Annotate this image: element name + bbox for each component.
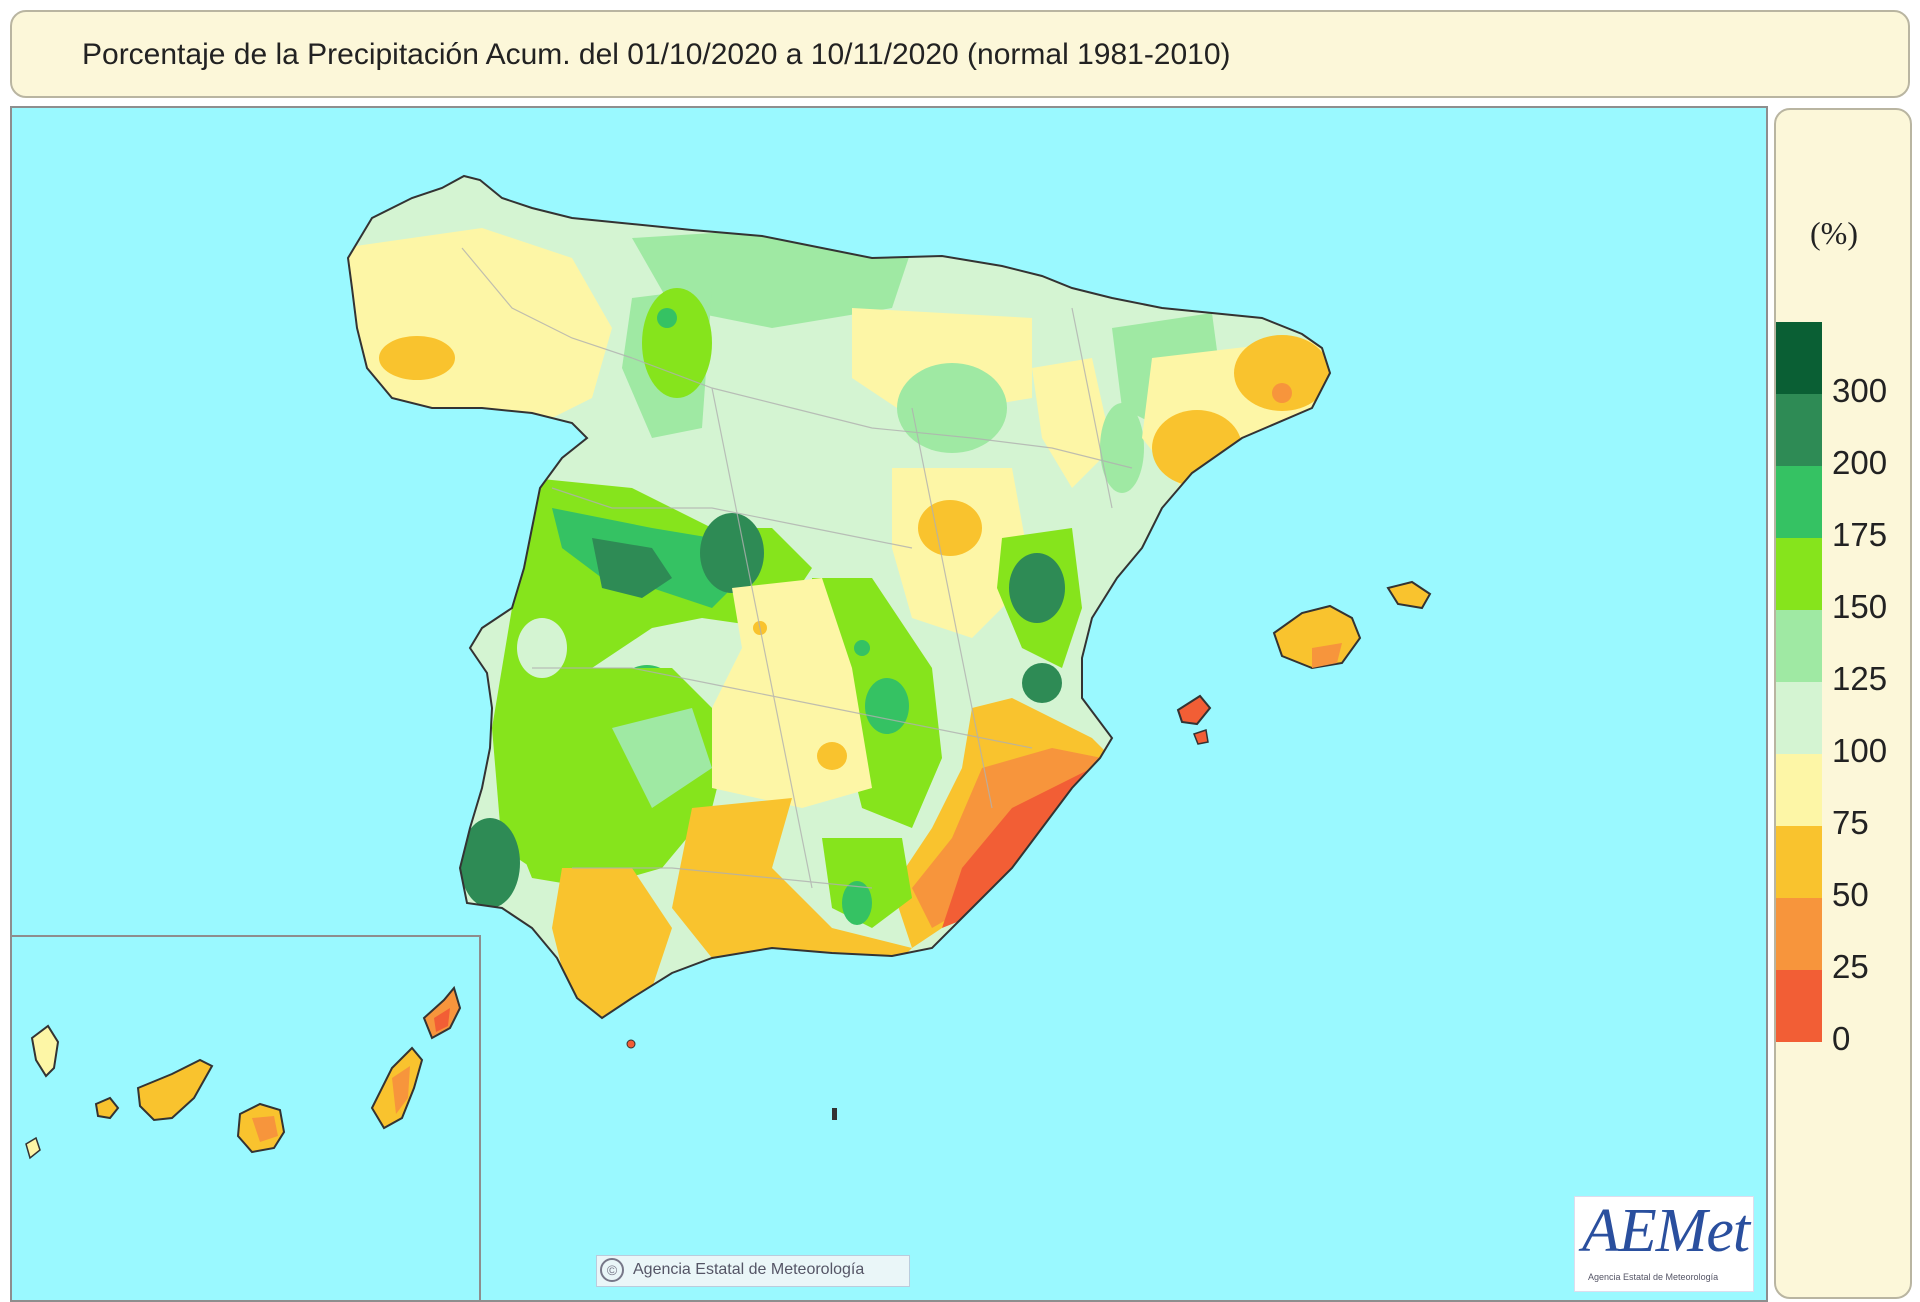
title-banner: Porcentaje de la Precipitación Acum. del… [10,10,1910,98]
legend-label-150: 150 [1832,588,1888,625]
legend-swatch-75 [1776,754,1822,826]
legend-swatch-300 [1776,322,1822,394]
legend-label-175: 175 [1832,516,1888,553]
legend-label-50: 50 [1832,876,1869,913]
legend-label-125: 125 [1832,660,1888,697]
legend-label-100: 100 [1832,732,1888,769]
legend-swatch-175 [1776,466,1822,538]
legend-swatch-125 [1776,610,1822,682]
legend-swatch-200 [1776,394,1822,466]
precipitation-map [12,108,1766,1300]
legend-swatch-150 [1776,538,1822,610]
copyright-notice: Agencia Estatal de Meteorología [596,1255,910,1287]
map-title: Porcentaje de la Precipitación Acum. del… [82,38,1231,71]
legend-label-0: 0 [1832,1020,1851,1057]
legend-swatch-0 [1776,970,1822,1042]
legend-swatch-100 [1776,682,1822,754]
map-frame [10,106,1768,1302]
legend-label-200: 200 [1832,444,1888,481]
legend-unit-label: (%) [1810,215,1858,251]
legend-label-25: 25 [1832,948,1869,985]
legend-swatch-50 [1776,826,1822,898]
aemet-logo-subtitle: Agencia Estatal de Meteorología [1588,1272,1719,1282]
legend-label-75: 75 [1832,804,1869,841]
aemet-logo [1574,1196,1754,1292]
legend-swatch-25 [1776,898,1822,970]
aemet-logo-text: AEMet [1582,1197,1750,1265]
legend-label-300: 300 [1832,372,1888,409]
copyright-icon: © [600,1258,624,1282]
